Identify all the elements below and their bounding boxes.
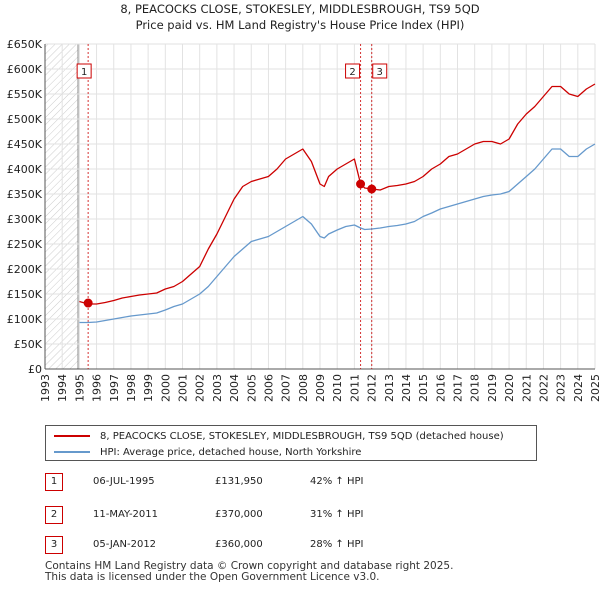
footer-copyright: Contains HM Land Registry data © Crown c… xyxy=(45,560,454,572)
y-tick-label: £500K xyxy=(7,113,43,126)
x-tick-label: 2021 xyxy=(520,374,533,402)
sale-number-badge: 1 xyxy=(45,473,63,491)
x-tick-label: 1997 xyxy=(108,374,121,402)
legend-label-property: 8, PEACOCKS CLOSE, STOKESLEY, MIDDLESBRO… xyxy=(100,430,504,442)
y-tick-label: £250K xyxy=(7,238,43,251)
y-tick-label: £50K xyxy=(14,338,43,351)
sale-marker-box xyxy=(76,63,92,79)
y-tick-label: £400K xyxy=(7,163,43,176)
x-tick-label: 2001 xyxy=(177,374,190,402)
legend-label-hpi: HPI: Average price, detached house, Nort… xyxy=(100,446,362,458)
x-tick-label: 2004 xyxy=(228,374,241,402)
x-tick-label: 2000 xyxy=(159,374,172,402)
sale-hpi-change: 28% ↑ HPI xyxy=(310,539,364,550)
sale-price: £360,000 xyxy=(215,539,263,550)
x-tick-label: 2019 xyxy=(486,374,499,402)
sale-marker-box xyxy=(372,63,388,79)
x-tick-label: 2014 xyxy=(400,374,413,402)
x-tick-label: 2005 xyxy=(245,374,258,402)
chart-title: 8, PEACOCKS CLOSE, STOKESLEY, MIDDLESBRO… xyxy=(120,2,479,16)
x-tick-label: 1993 xyxy=(39,374,52,402)
x-tick-label: 2023 xyxy=(555,374,568,402)
x-tick-label: 1996 xyxy=(91,374,104,402)
x-tick-label: 2013 xyxy=(383,374,396,402)
property-series-line xyxy=(79,83,596,305)
legend-item-property: 8, PEACOCKS CLOSE, STOKESLEY, MIDDLESBRO… xyxy=(54,428,504,444)
sale-point xyxy=(356,179,366,189)
x-tick-label: 2024 xyxy=(572,374,585,402)
x-tick-label: 2020 xyxy=(503,374,516,402)
x-tick-label: 2003 xyxy=(211,374,224,402)
x-tick-label: 2008 xyxy=(297,374,310,402)
x-tick-label: 2017 xyxy=(452,374,465,402)
sale-date: 06-JUL-1995 xyxy=(93,476,155,487)
x-tick-label: 2025 xyxy=(589,374,600,402)
sale-hpi-change: 31% ↑ HPI xyxy=(310,509,364,520)
legend: 8, PEACOCKS CLOSE, STOKESLEY, MIDDLESBRO… xyxy=(45,425,537,461)
x-tick-label: 2018 xyxy=(469,374,482,402)
legend-item-hpi: HPI: Average price, detached house, Nort… xyxy=(54,444,361,460)
y-tick-label: £0 xyxy=(28,363,42,376)
y-tick-label: £600K xyxy=(7,63,43,76)
sale-hpi-change: 42% ↑ HPI xyxy=(310,476,364,487)
sale-price: £131,950 xyxy=(215,476,263,487)
sale-date: 11-MAY-2011 xyxy=(93,509,159,520)
sale-number-badge: 2 xyxy=(45,506,63,524)
x-tick-label: 2002 xyxy=(194,374,207,402)
x-tick-label: 1995 xyxy=(73,374,86,402)
hpi-series-line xyxy=(79,143,596,324)
y-tick-label: £200K xyxy=(7,263,43,276)
sale-date: 05-JAN-2012 xyxy=(93,539,157,550)
sale-marker-label: 1 xyxy=(81,67,87,78)
sale-row-1: 1 06-JUL-1995 £131,950 42% ↑ HPI xyxy=(45,473,565,493)
y-tick-label: £650K xyxy=(7,38,43,51)
x-tick-label: 2006 xyxy=(262,374,275,402)
y-tick-label: £550K xyxy=(7,88,43,101)
footer-licence: This data is licensed under the Open Gov… xyxy=(45,571,380,583)
y-tick-label: £450K xyxy=(7,138,43,151)
price-chart: 8, PEACOCKS CLOSE, STOKESLEY, MIDDLESBRO… xyxy=(7,2,600,402)
x-tick-label: 2010 xyxy=(331,374,344,402)
x-tick-label: 2007 xyxy=(280,374,293,402)
y-tick-label: £350K xyxy=(7,188,43,201)
y-tick-label: £300K xyxy=(7,213,43,226)
sale-row-3: 3 05-JAN-2012 £360,000 28% ↑ HPI xyxy=(45,536,565,556)
x-tick-label: 1999 xyxy=(142,374,155,402)
sale-marker-label: 2 xyxy=(349,67,355,78)
sale-marker-box xyxy=(345,63,361,79)
sale-price: £370,000 xyxy=(215,509,263,520)
chart-subtitle: Price paid vs. HM Land Registry's House … xyxy=(136,18,465,32)
sale-marker-label: 3 xyxy=(377,67,383,78)
sale-point xyxy=(83,298,93,308)
x-tick-label: 2009 xyxy=(314,374,327,402)
x-tick-label: 2016 xyxy=(434,374,447,402)
x-tick-label: 1998 xyxy=(125,374,138,402)
pre-data-hatch xyxy=(45,44,78,369)
x-tick-label: 1994 xyxy=(56,374,69,402)
legend-swatch-property xyxy=(54,435,90,437)
sale-number-badge: 3 xyxy=(45,536,63,554)
x-tick-label: 2012 xyxy=(366,374,379,402)
x-tick-label: 2015 xyxy=(417,374,430,402)
x-tick-label: 2022 xyxy=(537,374,550,402)
legend-swatch-hpi xyxy=(54,451,90,453)
x-tick-label: 2011 xyxy=(348,374,361,402)
y-tick-label: £100K xyxy=(7,313,43,326)
y-tick-label: £150K xyxy=(7,288,43,301)
sale-row-2: 2 11-MAY-2011 £370,000 31% ↑ HPI xyxy=(45,506,565,526)
sale-point xyxy=(367,184,377,194)
footer: Contains HM Land Registry data © Crown c… xyxy=(45,561,453,583)
